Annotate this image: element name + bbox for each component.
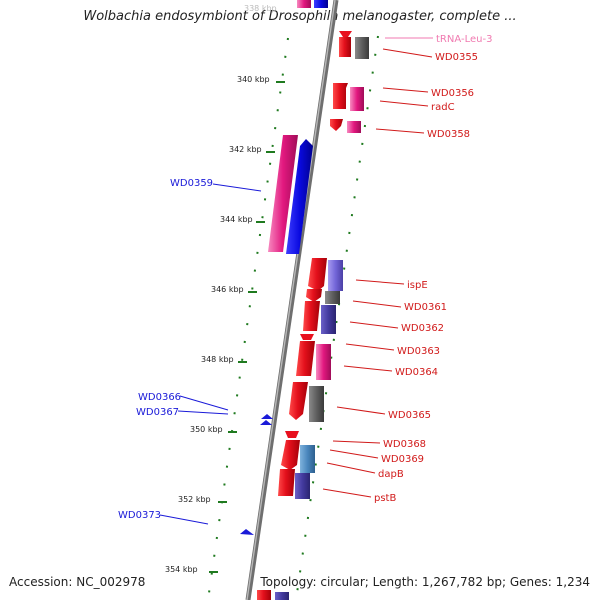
gene-block[interactable] (295, 473, 310, 499)
gene-label[interactable]: WD0363 (397, 346, 440, 357)
gene-block[interactable] (316, 344, 331, 380)
gene-label[interactable]: radC (431, 102, 455, 113)
ruler-label: 346 kbp (211, 285, 244, 294)
map-title: Wolbachia endosymbiont of Drosophila mel… (83, 9, 517, 24)
reverse-gene-arrow[interactable] (240, 529, 254, 535)
gene-label[interactable]: WD0365 (388, 410, 431, 421)
ruler-label: 340 kbp (237, 75, 270, 84)
gene-block[interactable] (321, 305, 336, 334)
gene-arrow[interactable] (278, 469, 295, 496)
ruler-label: 348 kbp (201, 355, 234, 364)
gene-arrow[interactable] (306, 289, 322, 302)
ruler-labels: 338 kbp 340 kbp 342 kbp 344 kbp 346 kbp … (165, 4, 277, 574)
gene-label[interactable]: WD0367 (136, 407, 179, 418)
gene-block[interactable] (257, 590, 271, 600)
gene-features (240, 0, 369, 600)
gene-arrow[interactable] (300, 334, 314, 340)
gene-label[interactable]: WD0362 (401, 323, 444, 334)
gene-label[interactable]: pstB (374, 493, 396, 504)
gene-arrow[interactable] (339, 37, 351, 57)
gene-block[interactable] (297, 0, 311, 8)
gene-label[interactable]: WD0373 (118, 510, 161, 521)
gene-arrow[interactable] (339, 31, 352, 37)
genome-summary: Topology: circular; Length: 1,267,782 bp… (260, 575, 590, 589)
gene-label[interactable]: WD0358 (427, 129, 470, 140)
gene-arrow[interactable] (333, 83, 348, 109)
left-dotted-track (207, 37, 289, 600)
gene-label[interactable]: WD0361 (404, 302, 447, 313)
gene-arrow[interactable] (303, 301, 320, 331)
gene-label[interactable]: tRNA-Leu-3 (436, 34, 492, 45)
gene-label[interactable]: WD0359 (170, 178, 213, 189)
gene-arrow[interactable] (286, 139, 313, 254)
reverse-gene-arrow[interactable] (261, 414, 273, 419)
gene-block[interactable] (314, 0, 328, 8)
gene-label[interactable]: WD0364 (395, 367, 438, 378)
gene-arrow[interactable] (308, 258, 327, 291)
gene-label[interactable]: WD0366 (138, 392, 181, 403)
gene-block[interactable] (347, 121, 361, 133)
gene-label[interactable]: ispE (407, 280, 428, 291)
gene-label[interactable]: WD0355 (435, 52, 478, 63)
gene-block[interactable] (275, 592, 289, 600)
outer-tick-track (207, 35, 379, 600)
gene-arrow[interactable] (330, 119, 343, 131)
ruler-label: 344 kbp (220, 215, 253, 224)
gene-block[interactable] (309, 386, 324, 422)
ruler-ticks (209, 81, 285, 573)
forward-gene-labels: tRNA-Leu-3 WD0355 WD0356 radC WD0358 isp… (374, 34, 492, 504)
ruler-label: 354 kbp (165, 565, 198, 574)
gene-arrow[interactable] (296, 341, 315, 376)
ruler-label: 352 kbp (178, 495, 211, 504)
gene-arrow[interactable] (289, 382, 308, 420)
gene-block[interactable] (350, 87, 364, 111)
gene-block[interactable] (268, 135, 298, 252)
gene-label[interactable]: WD0356 (431, 88, 474, 99)
gene-label[interactable]: dapB (378, 469, 404, 480)
ruler-label: 350 kbp (190, 425, 223, 434)
genome-backbone (245, 0, 339, 600)
accession-label: Accession: NC_002978 (9, 575, 146, 589)
gene-arrow[interactable] (281, 440, 300, 470)
gene-block[interactable] (328, 260, 343, 291)
gene-block[interactable] (325, 291, 340, 304)
ruler-label: 342 kbp (229, 145, 262, 154)
gene-label[interactable]: WD0368 (383, 439, 426, 450)
reverse-gene-labels: WD0359 WD0366 WD0367 WD0373 (118, 178, 213, 521)
gene-label[interactable]: WD0369 (381, 454, 424, 465)
ruler-label: 338 kbp (244, 4, 277, 13)
gene-arrow[interactable] (285, 431, 299, 438)
gene-block[interactable] (300, 445, 315, 473)
gene-block[interactable] (355, 37, 369, 59)
reverse-gene-arrow[interactable] (260, 420, 272, 425)
label-leaders (159, 37, 433, 525)
